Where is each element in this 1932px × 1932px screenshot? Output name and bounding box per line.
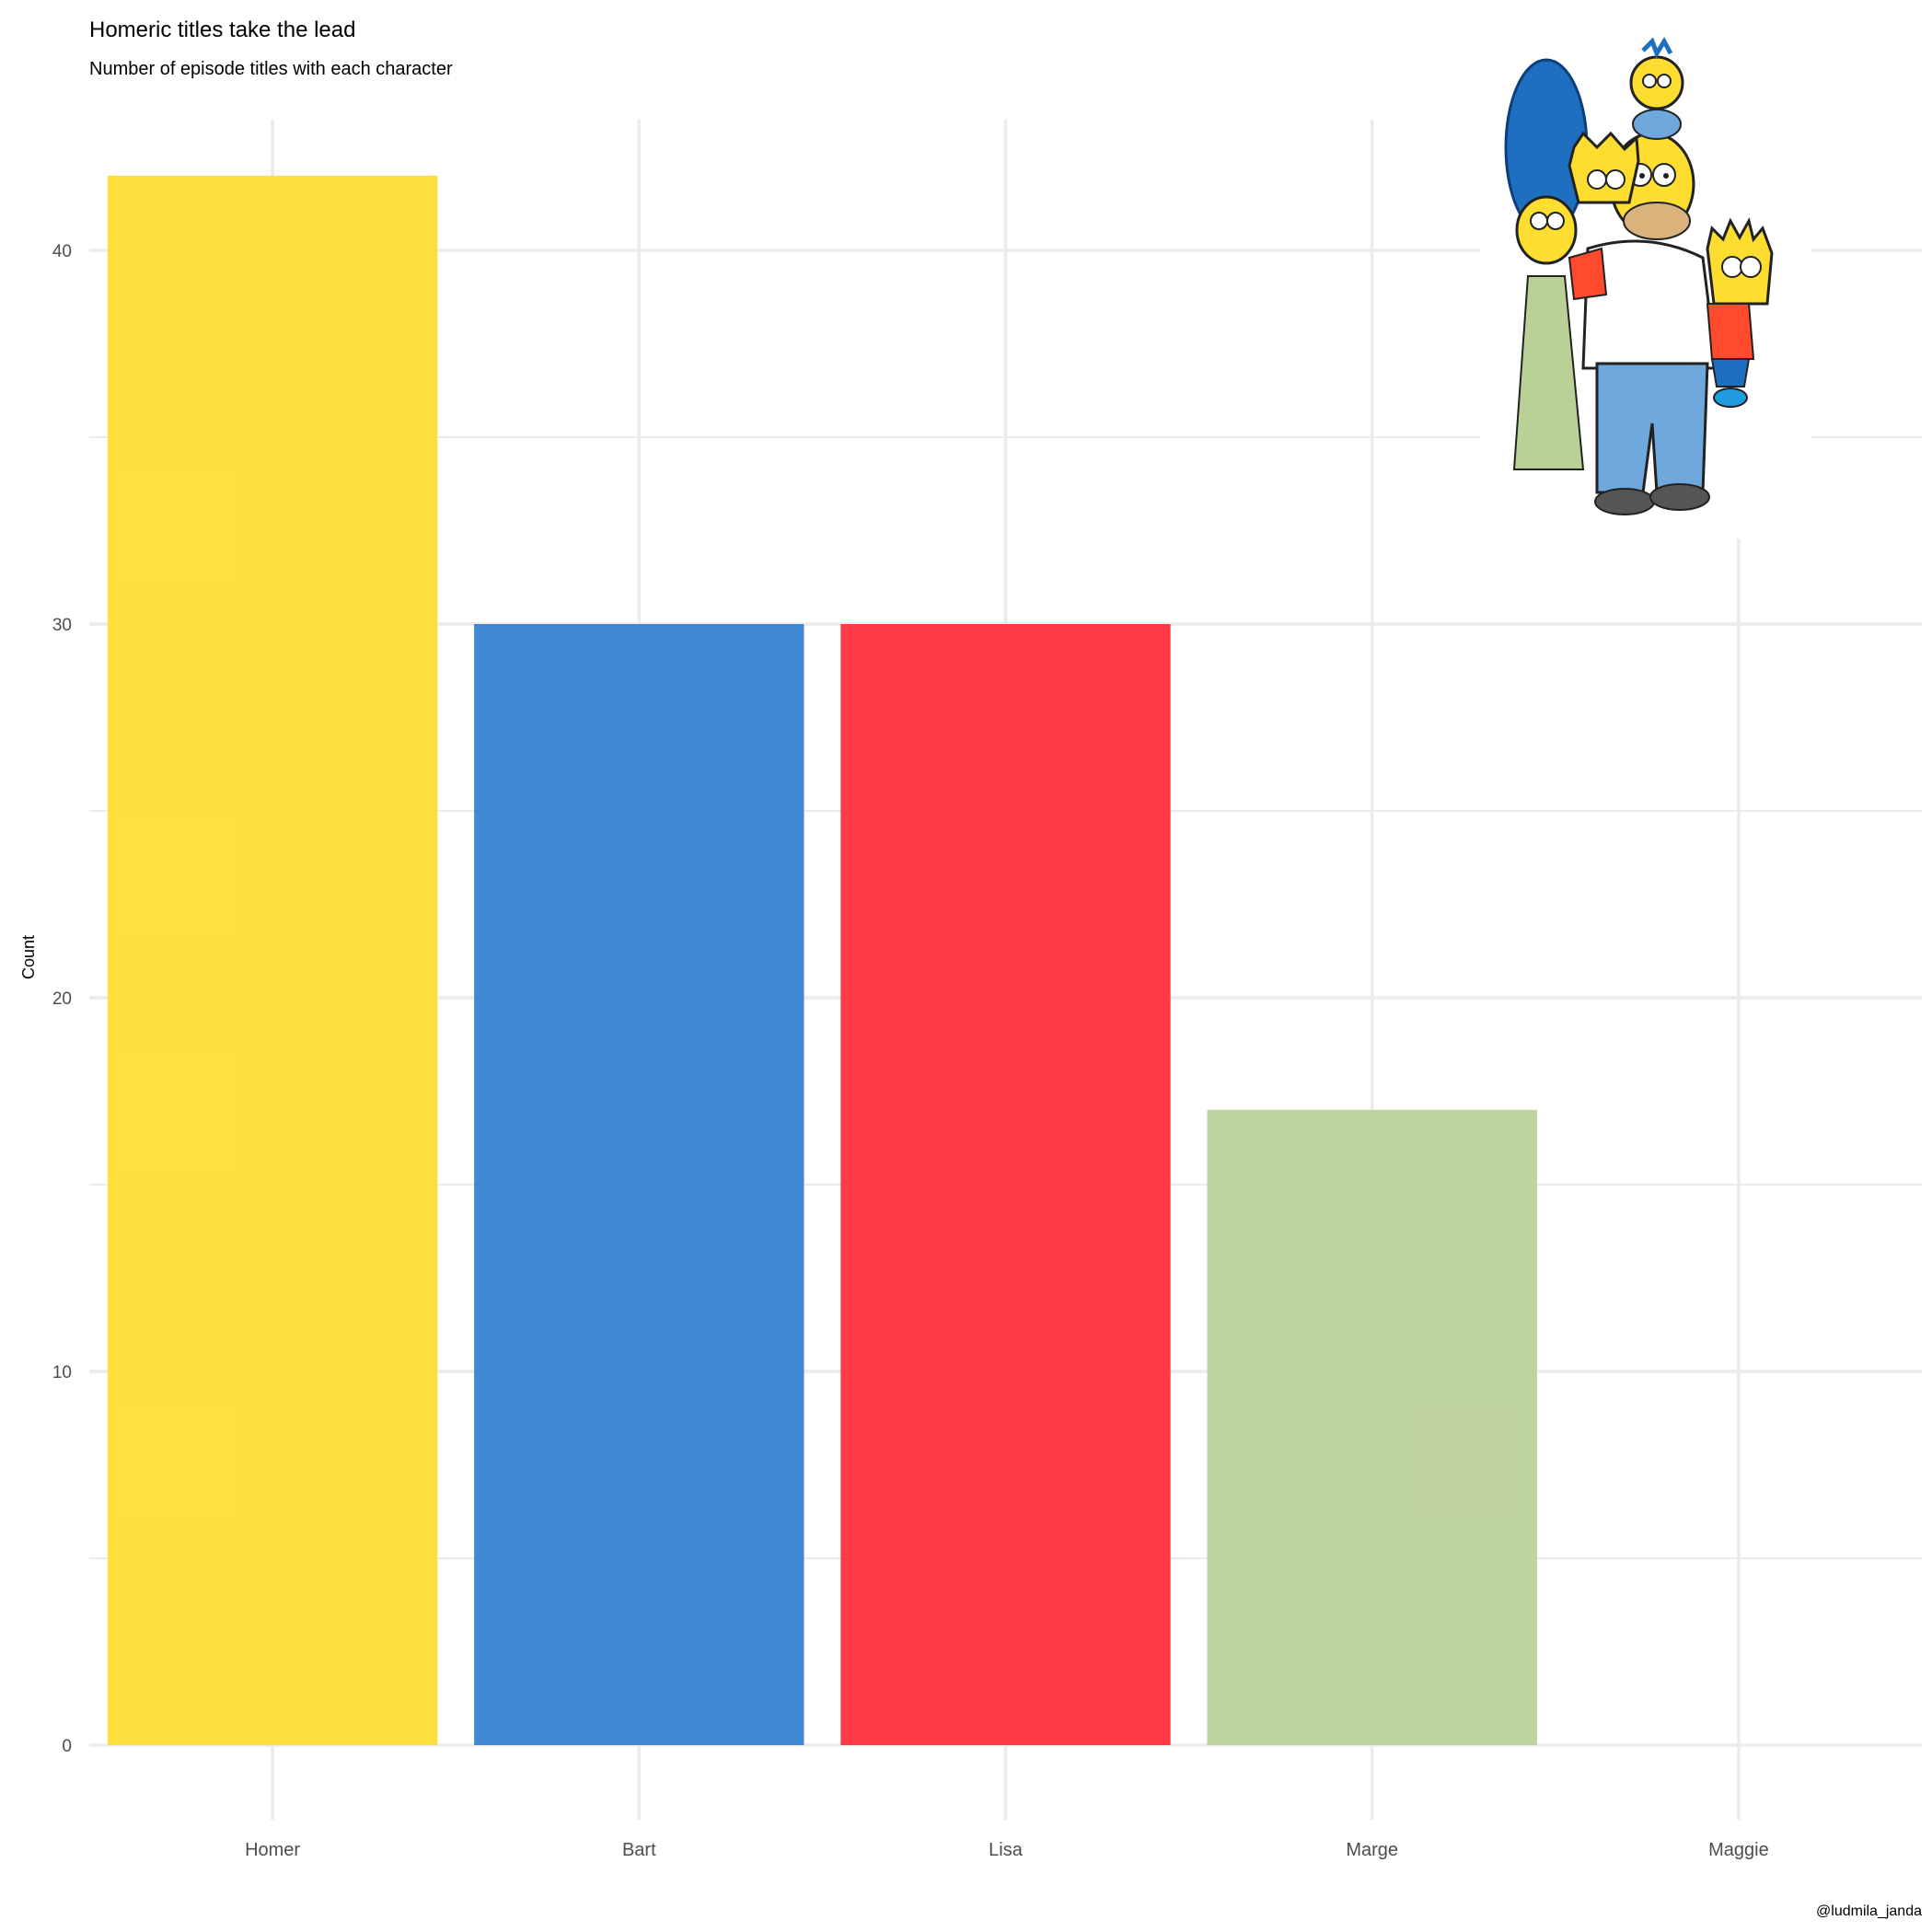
x-tick-label: Lisa: [989, 1840, 1024, 1860]
y-tick-label: 40: [52, 242, 72, 261]
y-tick-label: 10: [52, 1363, 72, 1382]
chart-subtitle: Number of episode titles with each chara…: [89, 59, 453, 79]
bar-homer: [107, 175, 438, 1745]
y-axis-label: Count: [19, 935, 38, 979]
x-tick-label: Marge: [1346, 1840, 1398, 1860]
chart-title: Homeric titles take the lead: [89, 17, 355, 42]
y-tick-label: 0: [62, 1737, 72, 1756]
bar-bart: [474, 624, 804, 1745]
y-tick-labels: 0 10 20 30 40: [52, 242, 72, 1756]
x-tick-labels: Homer Bart Lisa Marge Maggie: [245, 1840, 1769, 1860]
x-tick-label: Bart: [622, 1840, 656, 1860]
y-tick-label: 30: [52, 616, 72, 635]
chart-caption: @ludmila_janda: [1816, 1903, 1922, 1919]
bar-marge: [1207, 1109, 1537, 1745]
simpsons-family-icon: [1480, 36, 1811, 538]
x-tick-label: Maggie: [1708, 1840, 1769, 1860]
bars: [107, 175, 1537, 1745]
bar-lisa: [840, 624, 1171, 1745]
x-tick-label: Homer: [245, 1840, 300, 1860]
y-tick-label: 20: [52, 989, 72, 1009]
